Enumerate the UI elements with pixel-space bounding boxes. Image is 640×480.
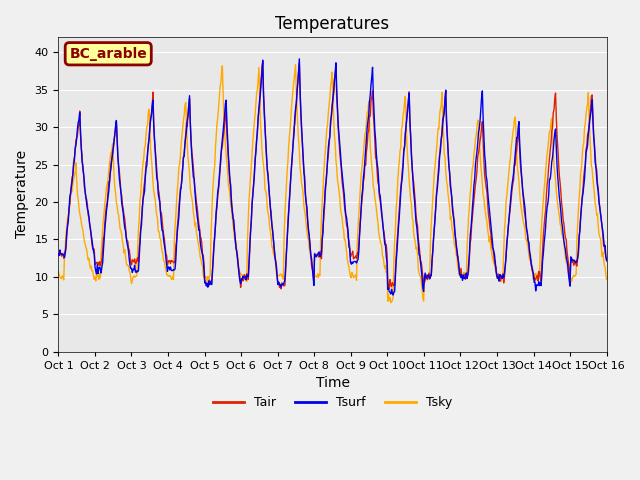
Y-axis label: Temperature: Temperature: [15, 150, 29, 239]
Tsurf: [417, 260, 424, 266]
X-axis label: Time: Time: [316, 376, 349, 390]
Title: Temperatures: Temperatures: [275, 15, 390, 33]
Tsky: [121, 247, 129, 252]
Tsky: [603, 276, 611, 282]
Tair: [603, 257, 611, 263]
Text: BC_arable: BC_arable: [69, 47, 147, 61]
Tair: [277, 286, 285, 292]
Tsurf: [205, 282, 213, 288]
Tair: [417, 258, 424, 264]
Tsurf: [603, 258, 611, 264]
Tsurf: [401, 144, 408, 150]
Tsurf: [389, 292, 397, 298]
Tsurf: [54, 251, 62, 256]
Tair: [177, 185, 184, 191]
Tsky: [177, 154, 184, 159]
Tsurf: [121, 225, 129, 231]
Tsurf: [65, 218, 72, 224]
Tair: [259, 60, 267, 65]
Tsky: [401, 99, 408, 105]
Tsky: [387, 300, 395, 306]
Tair: [121, 216, 129, 222]
Tsurf: [177, 189, 184, 195]
Legend: Tair, Tsurf, Tsky: Tair, Tsurf, Tsky: [208, 391, 457, 414]
Tsky: [65, 214, 72, 220]
Tsky: [205, 274, 213, 279]
Tsky: [54, 269, 62, 275]
Line: Tsurf: Tsurf: [58, 59, 607, 295]
Line: Tair: Tair: [58, 62, 607, 289]
Tair: [205, 277, 213, 283]
Tsurf: [296, 56, 303, 62]
Tsky: [292, 62, 300, 68]
Tair: [65, 214, 72, 220]
Tair: [401, 143, 408, 149]
Tsky: [417, 274, 424, 279]
Line: Tsky: Tsky: [58, 65, 607, 303]
Tair: [54, 248, 62, 253]
